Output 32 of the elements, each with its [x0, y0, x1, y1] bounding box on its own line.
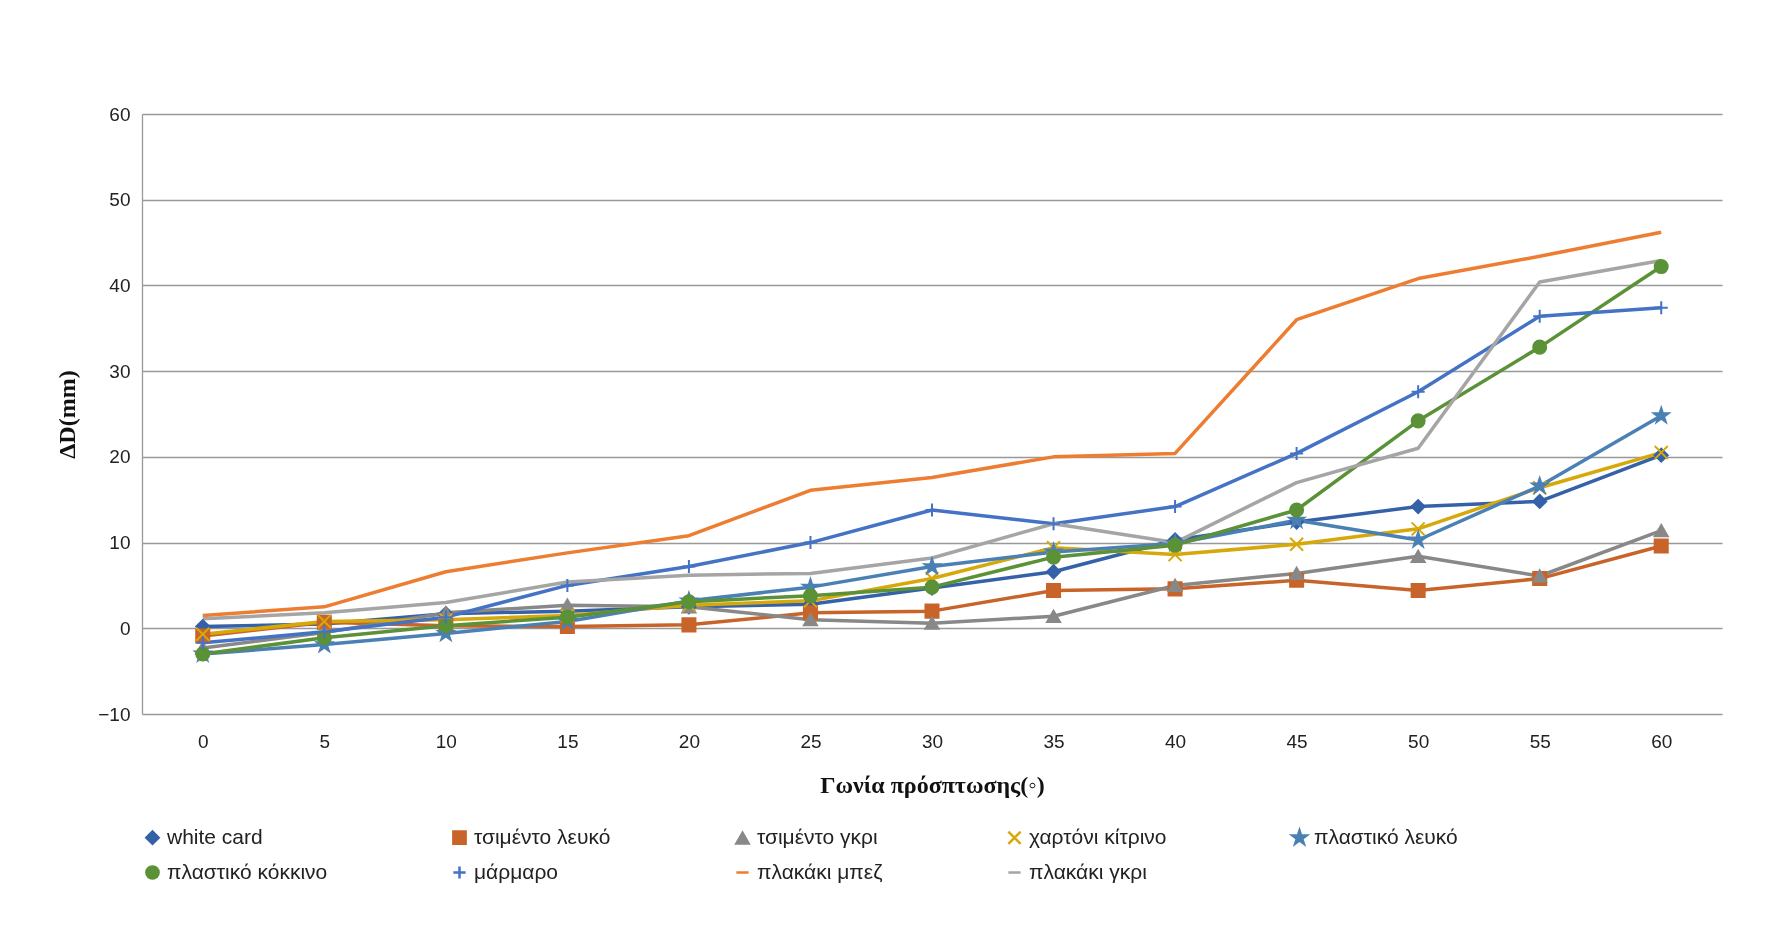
- legend-label: πλαστικό κόκκινο: [167, 859, 328, 883]
- y-tick-label: 50: [109, 189, 131, 211]
- legend-label: χαρτόνι κίτρινο: [1029, 824, 1167, 848]
- x-tick-label: 10: [435, 730, 457, 752]
- y-axis-title: ΔD(mm): [54, 370, 81, 459]
- legend-label: white card: [166, 824, 263, 848]
- y-tick-label: 10: [109, 532, 131, 554]
- y-tick-label: 30: [109, 360, 131, 382]
- y-tick-label: 20: [109, 446, 131, 468]
- legend-label: τσιμέντο γκρι: [757, 825, 879, 849]
- y-tick-label: −10: [98, 703, 131, 725]
- y-tick-label: 0: [119, 617, 131, 639]
- x-tick-label: 15: [557, 730, 579, 752]
- x-tick-label: 45: [1286, 730, 1308, 752]
- legend-label: πλακάκι μπεζ: [757, 859, 883, 883]
- legend-label: μάρμαρο: [474, 859, 559, 883]
- legend-label: πλαστικό λευκό: [1314, 824, 1458, 848]
- x-tick-label: 55: [1529, 730, 1551, 752]
- y-tick-label: 60: [109, 103, 131, 125]
- y-tick-label: 40: [109, 274, 131, 296]
- legend-label: πλακάκι γκρι: [1029, 859, 1148, 883]
- x-tick-label: 30: [921, 730, 944, 752]
- x-tick-label: 35: [1043, 730, 1065, 752]
- legend-label: τσιμέντο λευκό: [474, 824, 611, 848]
- x-tick-label: 60: [1651, 730, 1673, 752]
- x-tick-label: 25: [800, 730, 822, 752]
- x-tick-label: 40: [1165, 730, 1187, 752]
- x-tick-label: 20: [678, 730, 700, 752]
- x-tick-label: 5: [319, 730, 331, 752]
- x-tick-label: 50: [1408, 730, 1430, 752]
- x-tick-label: 0: [197, 730, 209, 752]
- x-axis-title: Γωνία πρόσπτωσης(◦): [820, 771, 1045, 798]
